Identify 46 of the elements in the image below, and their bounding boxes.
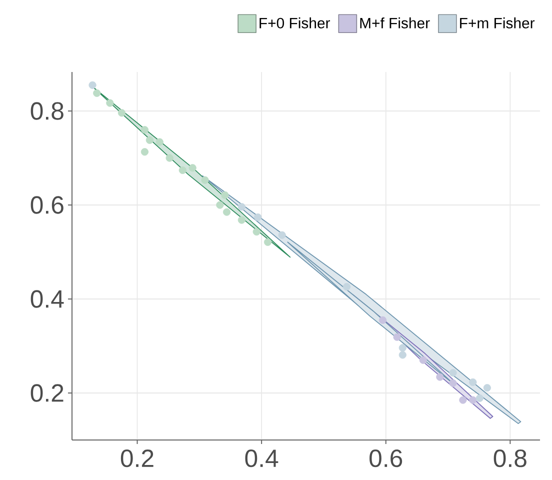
point [459, 396, 467, 404]
point [118, 109, 126, 117]
point [93, 89, 101, 97]
legend-label: F+0 Fisher [260, 17, 330, 28]
x-tick-label: 0.8 [494, 450, 526, 468]
point [178, 166, 186, 174]
point [342, 282, 351, 291]
point [398, 351, 406, 359]
point [469, 378, 477, 386]
x-tick-label: 0.2 [120, 450, 154, 468]
point [469, 396, 477, 404]
point [476, 394, 484, 402]
point [140, 126, 149, 134]
point [483, 384, 491, 392]
y-tick-label: 0.2 [30, 384, 64, 402]
point [146, 136, 154, 144]
point [166, 154, 174, 162]
point [449, 368, 457, 377]
point [449, 379, 457, 387]
point [222, 208, 231, 216]
point [201, 176, 209, 184]
point [238, 216, 246, 224]
y-tick-label: 0.6 [30, 196, 64, 214]
x-tick-label: 0.6 [370, 450, 402, 468]
point [419, 356, 427, 364]
legend-label: M+f Fisher [360, 17, 430, 28]
point [393, 333, 401, 341]
point [156, 138, 164, 146]
point [398, 344, 406, 352]
point [88, 81, 96, 89]
point [238, 203, 246, 211]
point [252, 228, 260, 236]
point [216, 201, 224, 209]
point [278, 231, 286, 239]
point [140, 148, 149, 156]
y-tick-label: 0.8 [30, 102, 64, 120]
x-tick-label: 0.4 [245, 450, 278, 468]
point [378, 316, 387, 324]
point [264, 238, 272, 246]
legend-label: F+m Fisher [460, 17, 535, 28]
point [106, 99, 114, 107]
y-tick-label: 0.4 [30, 290, 64, 308]
point [188, 164, 196, 172]
point [221, 191, 229, 199]
point [436, 373, 444, 381]
point [254, 213, 262, 222]
